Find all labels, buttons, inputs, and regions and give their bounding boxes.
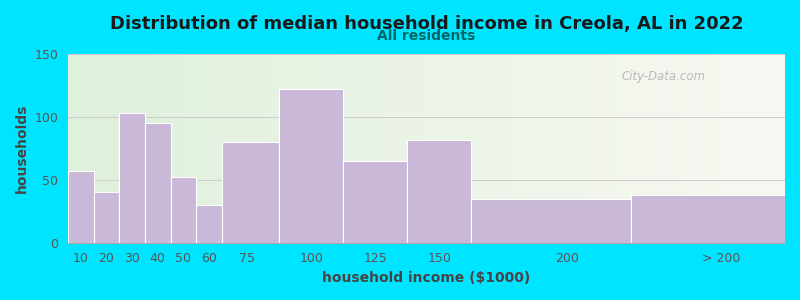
- Bar: [119, 113, 145, 243]
- Text: City-Data.com: City-Data.com: [621, 70, 705, 83]
- X-axis label: household income ($1000): household income ($1000): [322, 271, 530, 285]
- Bar: [196, 205, 222, 243]
- Bar: [222, 142, 279, 243]
- Bar: [279, 89, 343, 243]
- Bar: [407, 140, 471, 243]
- Bar: [631, 195, 785, 243]
- Title: Distribution of median household income in Creola, AL in 2022: Distribution of median household income …: [110, 15, 743, 33]
- Bar: [170, 177, 196, 243]
- Y-axis label: households: households: [15, 104, 29, 193]
- Bar: [471, 199, 631, 243]
- Bar: [343, 161, 407, 243]
- Text: All residents: All residents: [378, 29, 476, 43]
- Bar: [68, 171, 94, 243]
- Bar: [94, 192, 119, 243]
- Bar: [145, 123, 170, 243]
